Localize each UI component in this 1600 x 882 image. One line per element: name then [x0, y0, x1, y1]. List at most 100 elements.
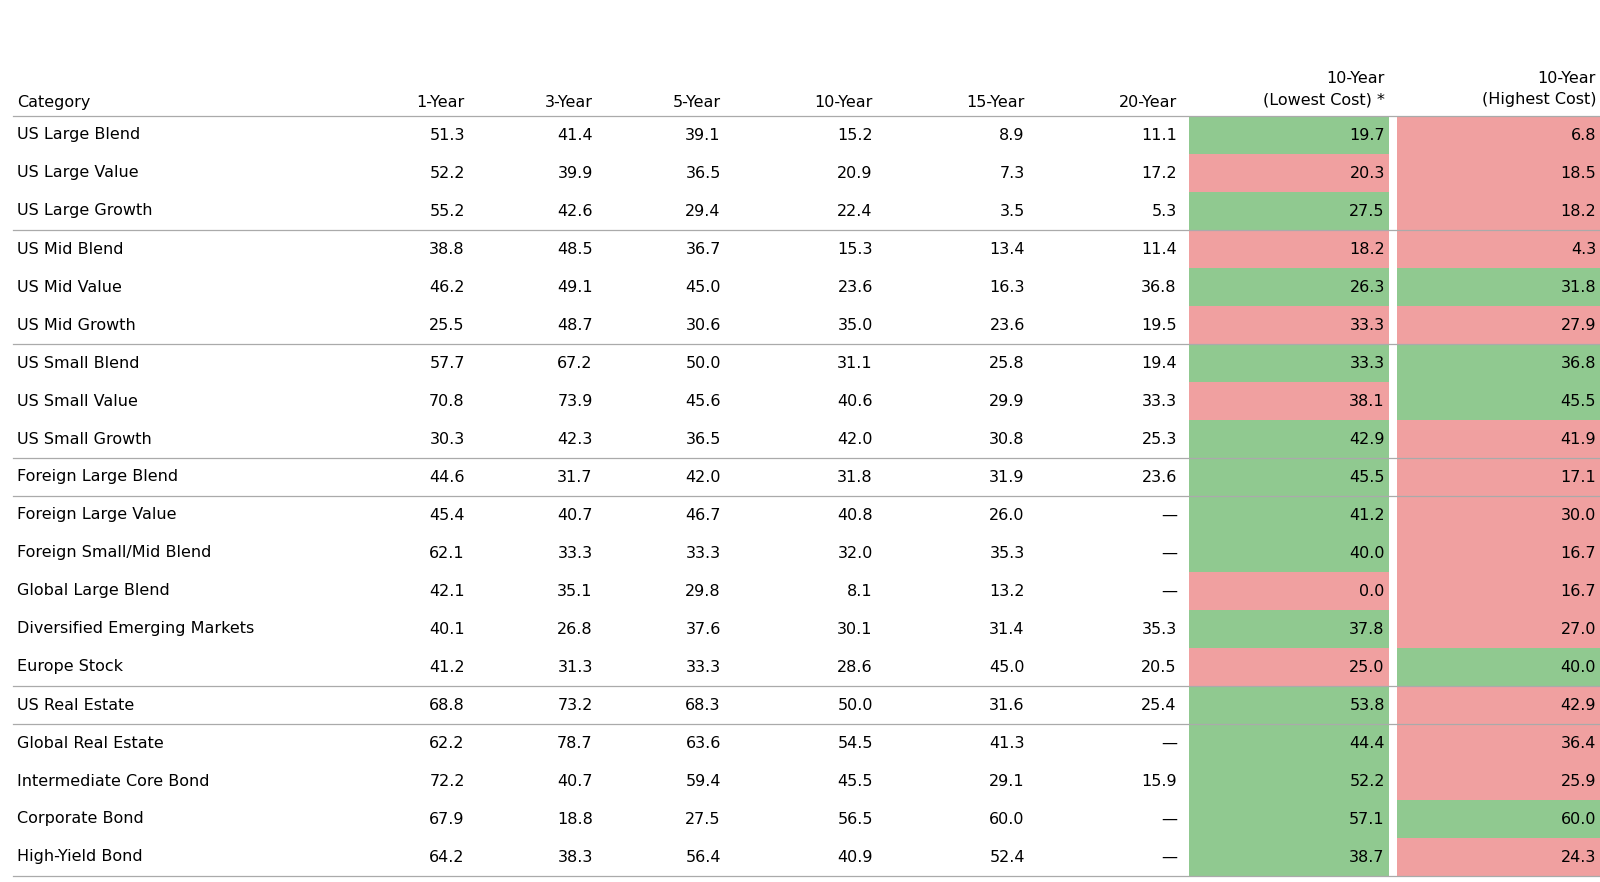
- Bar: [1189, 382, 1389, 420]
- Text: Global Real Estate: Global Real Estate: [16, 736, 163, 751]
- Text: 72.2: 72.2: [429, 774, 466, 789]
- Bar: [1189, 306, 1389, 344]
- Text: 5-Year: 5-Year: [672, 95, 720, 110]
- Bar: [1397, 800, 1600, 838]
- Text: 18.5: 18.5: [1560, 166, 1597, 181]
- Text: 33.3: 33.3: [558, 545, 592, 560]
- Text: 70.8: 70.8: [429, 393, 466, 408]
- Text: 36.7: 36.7: [685, 242, 720, 257]
- Text: 45.5: 45.5: [837, 774, 874, 789]
- Text: 38.1: 38.1: [1349, 393, 1384, 408]
- Bar: [1189, 762, 1389, 800]
- Bar: [1397, 268, 1600, 306]
- Text: 42.9: 42.9: [1560, 698, 1597, 713]
- Text: 23.6: 23.6: [1141, 469, 1176, 484]
- Text: 30.8: 30.8: [989, 431, 1026, 446]
- Text: 57.7: 57.7: [429, 355, 466, 370]
- Text: 41.9: 41.9: [1560, 431, 1597, 446]
- Text: 29.4: 29.4: [685, 204, 720, 219]
- Text: 38.8: 38.8: [429, 242, 466, 257]
- Text: 40.8: 40.8: [837, 507, 874, 522]
- Text: 33.3: 33.3: [1350, 355, 1384, 370]
- Bar: [1397, 344, 1600, 382]
- Text: —: —: [1162, 545, 1176, 560]
- Text: 49.1: 49.1: [557, 280, 592, 295]
- Text: 36.8: 36.8: [1560, 355, 1597, 370]
- Bar: [1189, 154, 1389, 192]
- Bar: [1397, 838, 1600, 876]
- Text: —: —: [1162, 584, 1176, 599]
- Text: 26.8: 26.8: [557, 622, 592, 637]
- Text: 6.8: 6.8: [1571, 128, 1597, 143]
- Bar: [1397, 154, 1600, 192]
- Text: 25.3: 25.3: [1141, 431, 1176, 446]
- Text: 29.1: 29.1: [989, 774, 1026, 789]
- Text: 36.4: 36.4: [1560, 736, 1597, 751]
- Text: US Small Blend: US Small Blend: [16, 355, 139, 370]
- Bar: [1189, 648, 1389, 686]
- Bar: [1189, 230, 1389, 268]
- Text: 27.0: 27.0: [1560, 622, 1597, 637]
- Bar: [1397, 306, 1600, 344]
- Text: 41.4: 41.4: [557, 128, 592, 143]
- Text: 25.5: 25.5: [429, 318, 466, 333]
- Text: 50.0: 50.0: [685, 355, 720, 370]
- Text: 23.6: 23.6: [989, 318, 1026, 333]
- Text: 45.0: 45.0: [685, 280, 720, 295]
- Text: 20.9: 20.9: [837, 166, 874, 181]
- Text: 45.5: 45.5: [1349, 469, 1384, 484]
- Text: 24.3: 24.3: [1560, 849, 1597, 864]
- Text: 46.7: 46.7: [685, 507, 720, 522]
- Text: —: —: [1162, 811, 1176, 826]
- Bar: [1189, 116, 1389, 154]
- Text: 19.7: 19.7: [1349, 128, 1384, 143]
- Text: 18.2: 18.2: [1349, 242, 1384, 257]
- Text: 30.1: 30.1: [837, 622, 874, 637]
- Text: 16.3: 16.3: [989, 280, 1026, 295]
- Text: 30.6: 30.6: [685, 318, 720, 333]
- Text: 33.3: 33.3: [1350, 318, 1384, 333]
- Text: 19.4: 19.4: [1141, 355, 1176, 370]
- Text: 37.6: 37.6: [685, 622, 720, 637]
- Text: 27.5: 27.5: [1349, 204, 1384, 219]
- Bar: [1189, 534, 1389, 572]
- Text: Diversified Emerging Markets: Diversified Emerging Markets: [16, 622, 254, 637]
- Text: 25.0: 25.0: [1349, 660, 1384, 675]
- Bar: [1189, 610, 1389, 648]
- Text: 38.7: 38.7: [1349, 849, 1384, 864]
- Bar: [1189, 724, 1389, 762]
- Bar: [1397, 762, 1600, 800]
- Text: 46.2: 46.2: [429, 280, 466, 295]
- Text: 4.3: 4.3: [1571, 242, 1597, 257]
- Text: Intermediate Core Bond: Intermediate Core Bond: [16, 774, 210, 789]
- Text: 26.3: 26.3: [1349, 280, 1384, 295]
- Text: 44.6: 44.6: [429, 469, 466, 484]
- Text: (Highest Cost): (Highest Cost): [1482, 93, 1597, 108]
- Text: 33.3: 33.3: [686, 545, 720, 560]
- Text: 36.8: 36.8: [1141, 280, 1176, 295]
- Text: 64.2: 64.2: [429, 849, 466, 864]
- Bar: [1397, 192, 1600, 230]
- Text: 52.4: 52.4: [989, 849, 1026, 864]
- Text: 68.8: 68.8: [429, 698, 466, 713]
- Text: US Large Blend: US Large Blend: [16, 128, 141, 143]
- Text: 59.4: 59.4: [685, 774, 720, 789]
- Text: 40.0: 40.0: [1349, 545, 1384, 560]
- Text: Corporate Bond: Corporate Bond: [16, 811, 144, 826]
- Text: 56.4: 56.4: [685, 849, 720, 864]
- Text: 16.7: 16.7: [1560, 545, 1597, 560]
- Text: 42.0: 42.0: [685, 469, 720, 484]
- Text: Global Large Blend: Global Large Blend: [16, 584, 170, 599]
- Text: US Real Estate: US Real Estate: [16, 698, 134, 713]
- Text: 40.9: 40.9: [837, 849, 874, 864]
- Text: 41.2: 41.2: [1349, 507, 1384, 522]
- Text: 15.3: 15.3: [837, 242, 874, 257]
- Text: 10-Year: 10-Year: [814, 95, 874, 110]
- Bar: [1189, 800, 1389, 838]
- Bar: [1189, 686, 1389, 724]
- Text: 25.4: 25.4: [1141, 698, 1176, 713]
- Text: 29.9: 29.9: [989, 393, 1026, 408]
- Text: 40.7: 40.7: [557, 507, 592, 522]
- Text: 31.8: 31.8: [837, 469, 874, 484]
- Bar: [1189, 192, 1389, 230]
